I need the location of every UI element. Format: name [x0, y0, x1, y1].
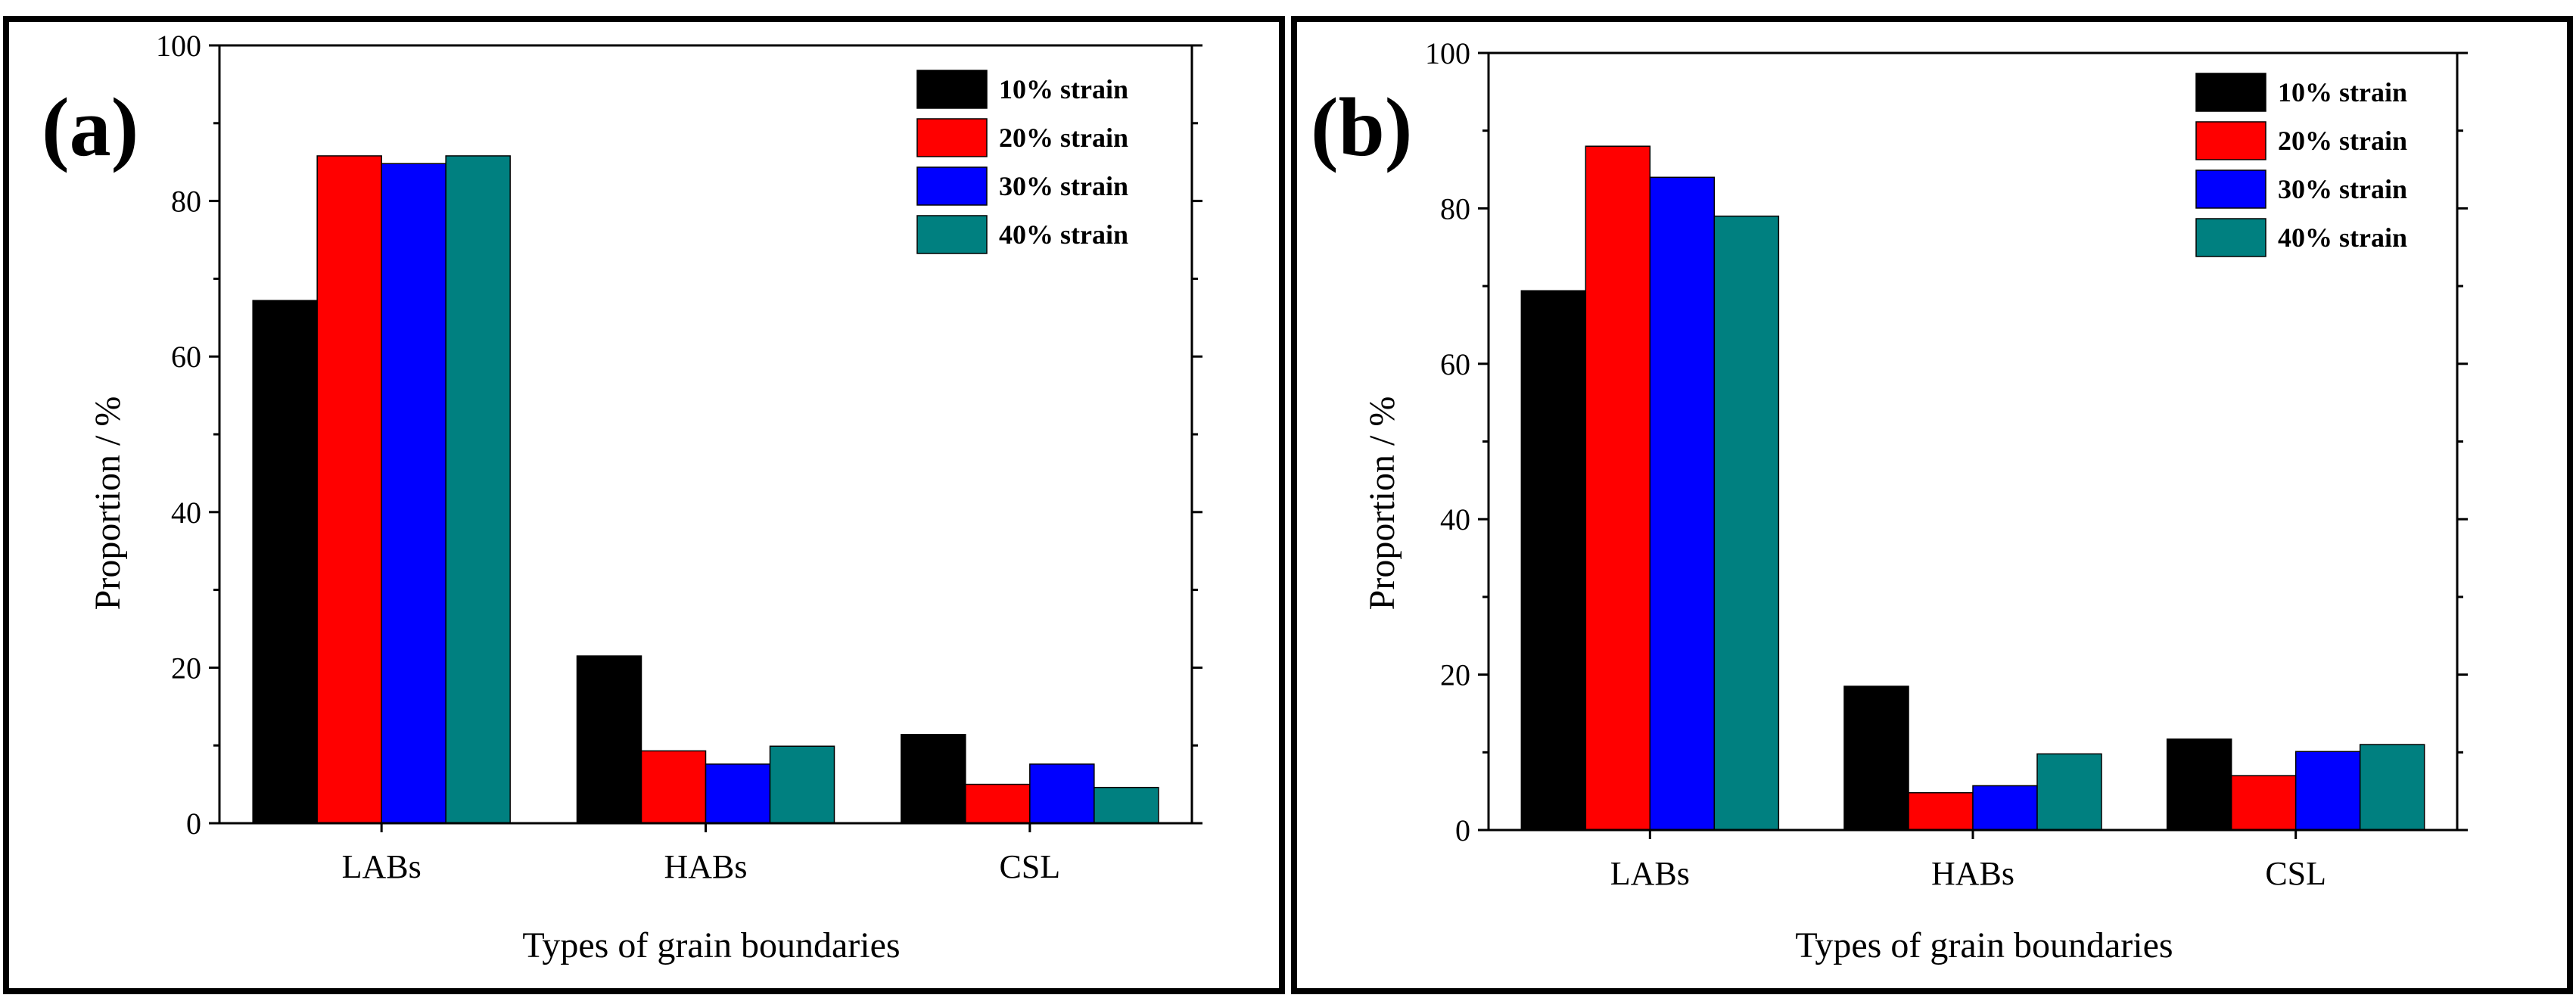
x-tick-label: HABs — [664, 848, 747, 885]
y-tick-label: 60 — [171, 340, 201, 374]
x-tick-label: LABs — [342, 848, 422, 885]
panel-b-border — [1291, 16, 2573, 994]
y-tick-label: 100 — [156, 29, 201, 63]
legend-swatch — [2195, 73, 2266, 112]
axes-frame — [1487, 51, 2459, 832]
bar — [1029, 763, 1095, 824]
y-axis-title: Proportion / % — [88, 396, 128, 611]
bar — [1649, 176, 1716, 831]
y-tick-label: 0 — [186, 807, 201, 841]
legend-swatch — [916, 118, 988, 157]
y-tick-label: 0 — [1455, 813, 1470, 847]
bar — [576, 655, 642, 824]
x-tick-label: HABs — [1931, 855, 2014, 892]
y-tick-label: 80 — [171, 185, 201, 219]
bar — [1972, 785, 2038, 831]
bar — [316, 155, 382, 824]
legend-label: 40% strain — [999, 219, 1128, 250]
bar — [2166, 738, 2232, 831]
x-tick-label: CSL — [999, 848, 1060, 885]
legend-label: 10% strain — [999, 74, 1128, 104]
y-tick-label: 20 — [171, 651, 201, 685]
y-tick-label: 80 — [1440, 191, 1470, 225]
panel-label: (a) — [42, 81, 138, 173]
legend-label: 20% strain — [2278, 126, 2407, 156]
y-tick-label: 100 — [1425, 36, 1470, 70]
bar — [2294, 751, 2361, 831]
legend-label: 40% strain — [2278, 222, 2407, 253]
legend-swatch — [916, 215, 988, 254]
panel-b: (b) LABs HABs CSL 0 20 40 60 80 100 10% strain 20%… — [1288, 0, 2576, 998]
bar — [1585, 145, 1651, 831]
bar — [965, 783, 1031, 824]
x-axis-title: Types of grain boundaries — [1795, 925, 2173, 965]
bar — [1908, 791, 1974, 831]
legend-swatch — [2195, 121, 2266, 160]
legend-swatch — [2195, 169, 2266, 209]
legend-label: 30% strain — [999, 171, 1128, 201]
bar — [381, 163, 446, 824]
x-tick-label: CSL — [2265, 855, 2326, 892]
bar — [2359, 744, 2425, 831]
axes-frame — [218, 44, 1193, 825]
bar — [445, 155, 511, 824]
y-tick-label: 40 — [171, 496, 201, 530]
y-tick-label: 20 — [1440, 658, 1470, 692]
y-tick-label: 60 — [1440, 347, 1470, 381]
y-axis-title: Proportion / % — [1362, 396, 1402, 611]
chart-b: (b) LABs HABs CSL 0 20 40 60 80 100 10% strain 20%… — [1291, 16, 2573, 994]
bar — [252, 300, 318, 824]
plot-area: LABs HABs CSL 0 20 40 60 80 100 10% strain 20% str… — [156, 29, 1202, 885]
bar — [2230, 775, 2297, 831]
bar — [769, 745, 835, 824]
panel-a: (a) LABs HABs CSL 0 20 40 60 80 100 10% strain 20%… — [3, 16, 1285, 994]
legend-swatch — [916, 70, 988, 109]
x-axis-title: Types of grain boundaries — [522, 925, 900, 965]
panel-label: (b) — [1311, 81, 1412, 173]
bar — [2036, 753, 2102, 831]
bar — [1713, 215, 1780, 831]
legend-label: 10% strain — [2278, 77, 2407, 107]
x-tick-label: LABs — [1610, 855, 1690, 892]
plot-area: LABs HABs CSL 0 20 40 60 80 100 10% strain 20% str… — [1425, 36, 2468, 892]
bar — [1843, 686, 1909, 831]
bar — [705, 763, 771, 824]
legend-label: 20% strain — [999, 123, 1128, 153]
legend-swatch — [2195, 218, 2266, 257]
bar — [901, 734, 966, 824]
bar — [1520, 290, 1587, 831]
bar — [640, 750, 707, 824]
chart-a: (a) LABs HABs CSL 0 20 40 60 80 100 10% strain 20%… — [3, 16, 1285, 994]
bar — [1094, 786, 1159, 824]
legend-label: 30% strain — [2278, 174, 2407, 204]
legend-swatch — [916, 166, 988, 206]
y-tick-label: 40 — [1440, 502, 1470, 536]
